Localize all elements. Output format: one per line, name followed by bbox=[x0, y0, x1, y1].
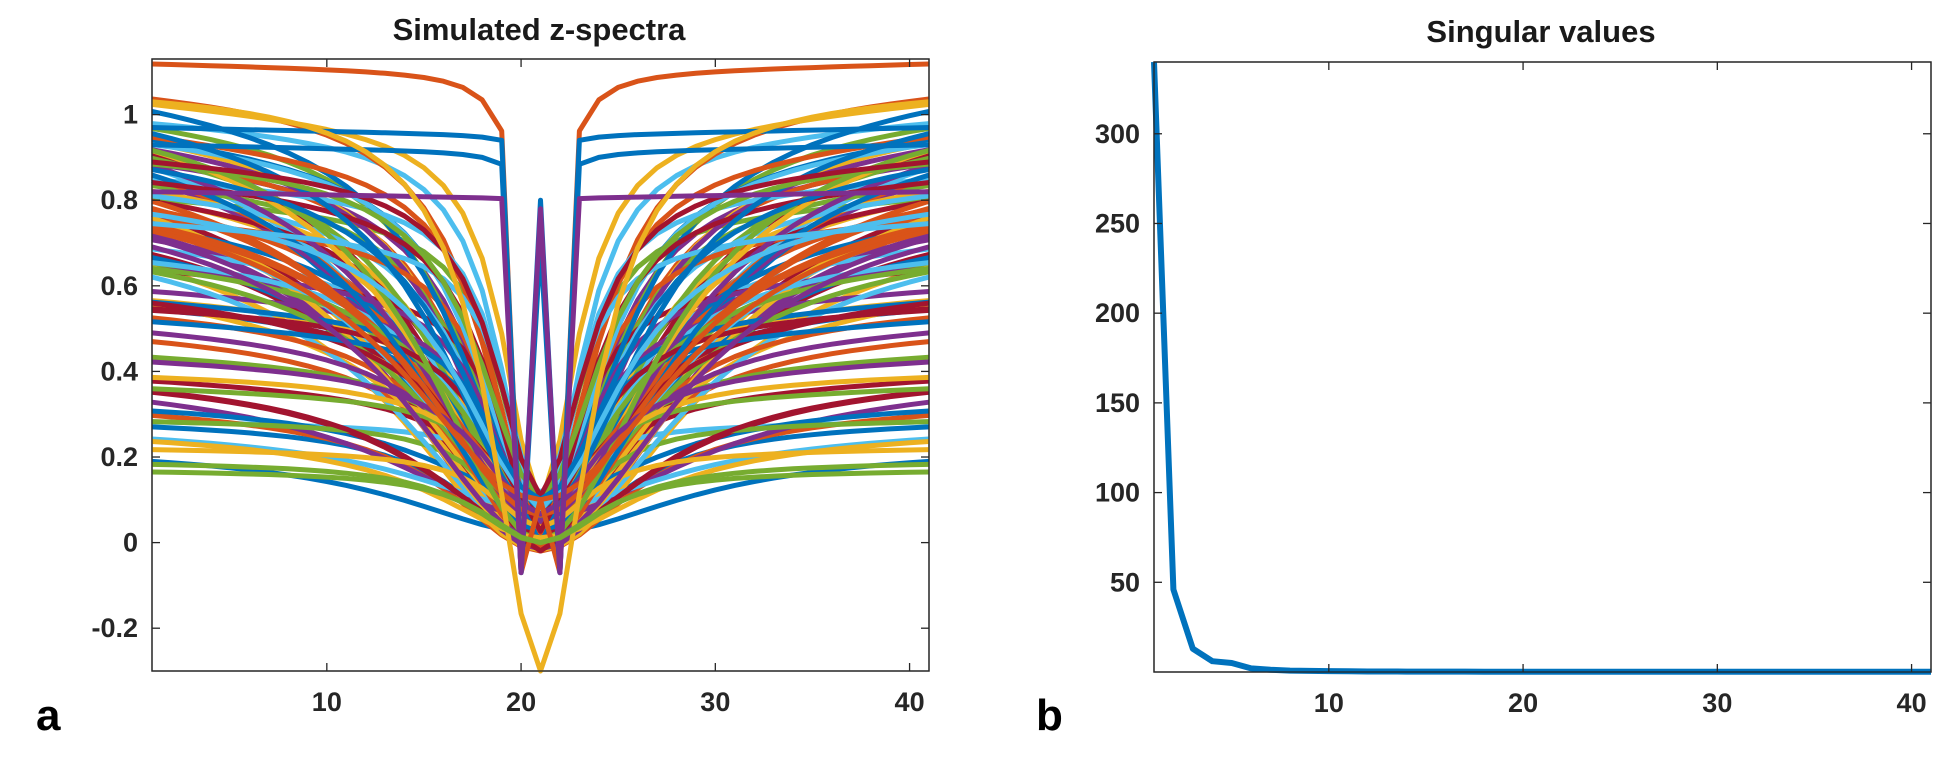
chart-a-x-tick-label: 10 bbox=[312, 687, 342, 717]
chart-b-y-tick-label: 150 bbox=[1095, 388, 1140, 418]
chart-a-y-tick-label: 0.4 bbox=[100, 356, 138, 386]
z-spectrum-series bbox=[151, 330, 930, 524]
chart-a-lines bbox=[151, 61, 930, 674]
chart-a: Simulated z-spectra 10 20 30 40 -0.2 0 0.2 0.4 0… bbox=[36, 12, 930, 740]
chart-a-frame bbox=[151, 58, 930, 672]
chart-b-y-tick-label: 50 bbox=[1110, 567, 1140, 597]
chart-a-x-tick-label: 40 bbox=[895, 687, 925, 717]
chart-b-y-tick-label: 100 bbox=[1095, 478, 1140, 508]
panel-label-a: a bbox=[36, 691, 61, 740]
chart-b-y-tick-label: 200 bbox=[1095, 298, 1140, 328]
chart-b-title: Singular values bbox=[1426, 14, 1655, 49]
chart-a-y-tick-label: 0.8 bbox=[100, 185, 138, 215]
chart-a-y-tick-label: 0.6 bbox=[100, 271, 138, 301]
z-spectrum-series bbox=[151, 142, 930, 513]
z-spectrum-series bbox=[151, 189, 930, 576]
chart-b: Singular values 10 20 30 40 50 100 150 200 250 30… bbox=[1036, 14, 1932, 740]
chart-b-x-tick-label: 10 bbox=[1314, 688, 1344, 718]
chart-b-axes bbox=[1153, 61, 1932, 673]
chart-b-x-tick-label: 40 bbox=[1897, 688, 1927, 718]
chart-a-y-tick-label: -0.2 bbox=[91, 613, 138, 643]
chart-b-frame bbox=[1153, 61, 1932, 673]
chart-b-y-tick-label: 300 bbox=[1095, 119, 1140, 149]
z-spectrum-series bbox=[151, 61, 930, 576]
chart-a-x-tick-label: 20 bbox=[506, 687, 536, 717]
z-spectrum-series bbox=[151, 469, 930, 546]
chart-b-x-tick-label: 20 bbox=[1508, 688, 1538, 718]
chart-a-y-tick-label: 0.2 bbox=[100, 442, 138, 472]
chart-b-ticks: 10 20 30 40 50 100 150 200 250 300 bbox=[1095, 62, 1931, 718]
z-spectrum-series bbox=[151, 159, 930, 499]
panel-label-b: b bbox=[1036, 691, 1063, 740]
z-spectrum-series bbox=[151, 359, 930, 517]
chart-a-y-tick-label: 1 bbox=[123, 100, 138, 130]
chart-a-title: Simulated z-spectra bbox=[393, 12, 687, 47]
z-spectrum-series bbox=[151, 125, 930, 576]
chart-a-y-tick-label: 0 bbox=[123, 528, 138, 558]
chart-b-y-tick-label: 250 bbox=[1095, 208, 1140, 238]
chart-b-x-tick-label: 30 bbox=[1702, 688, 1732, 718]
z-spectrum-series bbox=[151, 315, 930, 550]
z-spectrum-series bbox=[151, 439, 930, 541]
chart-a-ticks: 10 20 30 40 -0.2 0 0.2 0.4 0.6 0.8 1 bbox=[91, 59, 929, 717]
chart-a-x-tick-label: 30 bbox=[700, 687, 730, 717]
